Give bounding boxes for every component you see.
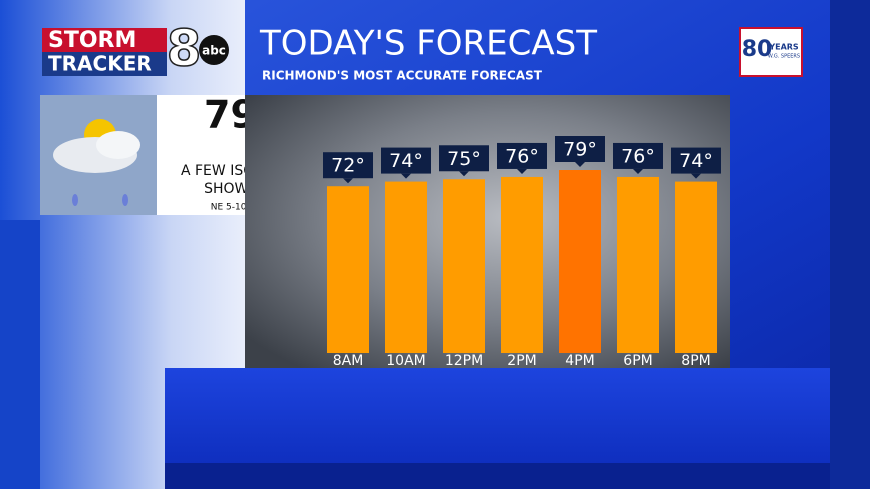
value-label: 72°: [331, 155, 365, 177]
x-tick-label: 8AM: [333, 353, 364, 369]
rain-drop: [72, 194, 78, 206]
value-label: 79°: [563, 139, 597, 161]
value-label: 74°: [389, 150, 423, 172]
title: TODAY'S FORECAST: [259, 24, 597, 64]
value-label-pointer: [343, 178, 353, 184]
tracker-text: TRACKER: [48, 52, 152, 76]
value-label-box: [323, 152, 373, 179]
value-label: 75°: [447, 148, 481, 170]
x-tick-label: 12PM: [445, 353, 483, 369]
value-label: 76°: [505, 145, 539, 167]
value-label-box: [613, 142, 663, 169]
value-label: 74°: [679, 150, 713, 172]
value-label-pointer: [633, 168, 643, 174]
badge-box: [739, 27, 803, 77]
logo: STORM TRACKER 8 abc: [42, 19, 229, 78]
lower-band: [165, 368, 830, 463]
value-label-box: [671, 147, 721, 174]
badge-years: YEARS: [768, 43, 799, 52]
value-label-pointer: [691, 173, 701, 179]
wind: NE 5-10 MPH: [211, 203, 270, 213]
value-label-box: [439, 145, 489, 172]
rain-drop: [122, 194, 128, 206]
x-tick-label: 10AM: [386, 353, 425, 369]
value-label-pointer: [575, 162, 585, 167]
value-label-box: [381, 147, 431, 174]
value-label-pointer: [459, 171, 469, 177]
x-tick-label: 4PM: [565, 353, 594, 369]
bar: [443, 179, 485, 353]
x-tick-label: 8PM: [681, 353, 710, 369]
left-stripe: [0, 220, 40, 489]
plot: 72° 8AM 74° 10AM 75° 12PM 76° 2PM 79° 4PM 76° 6PM 74…: [323, 136, 721, 369]
network-badge: [199, 35, 229, 65]
footer-band: [165, 463, 830, 489]
bar: [327, 186, 369, 353]
storm-text: STORM: [48, 28, 136, 53]
anniversary-badge: 80 YEARS W.G. SPEERS: [739, 27, 803, 77]
bar: [617, 176, 659, 353]
value-label-pointer: [517, 168, 527, 174]
value-label: 76°: [621, 145, 655, 167]
value-label-pointer: [401, 173, 411, 179]
badge-number: 80: [742, 37, 773, 62]
bar: [675, 181, 717, 353]
badge-sponsor: W.G. SPEERS: [768, 54, 800, 60]
storm-bar: [42, 28, 167, 52]
cloud-icon: [96, 131, 140, 159]
bar: [501, 176, 543, 353]
channel-number: 8: [167, 20, 202, 78]
tracker-bar: [42, 52, 167, 76]
bar: [385, 181, 427, 353]
subtitle: RICHMOND'S MOST ACCURATE FORECAST: [262, 69, 543, 83]
bar: [559, 170, 601, 353]
x-tick-label: 6PM: [623, 353, 652, 369]
x-tick-label: 2PM: [507, 353, 536, 369]
value-label-box: [497, 142, 547, 169]
value-label-box: [555, 136, 605, 162]
network-text: abc: [202, 44, 226, 58]
right-stripe: [830, 0, 870, 489]
